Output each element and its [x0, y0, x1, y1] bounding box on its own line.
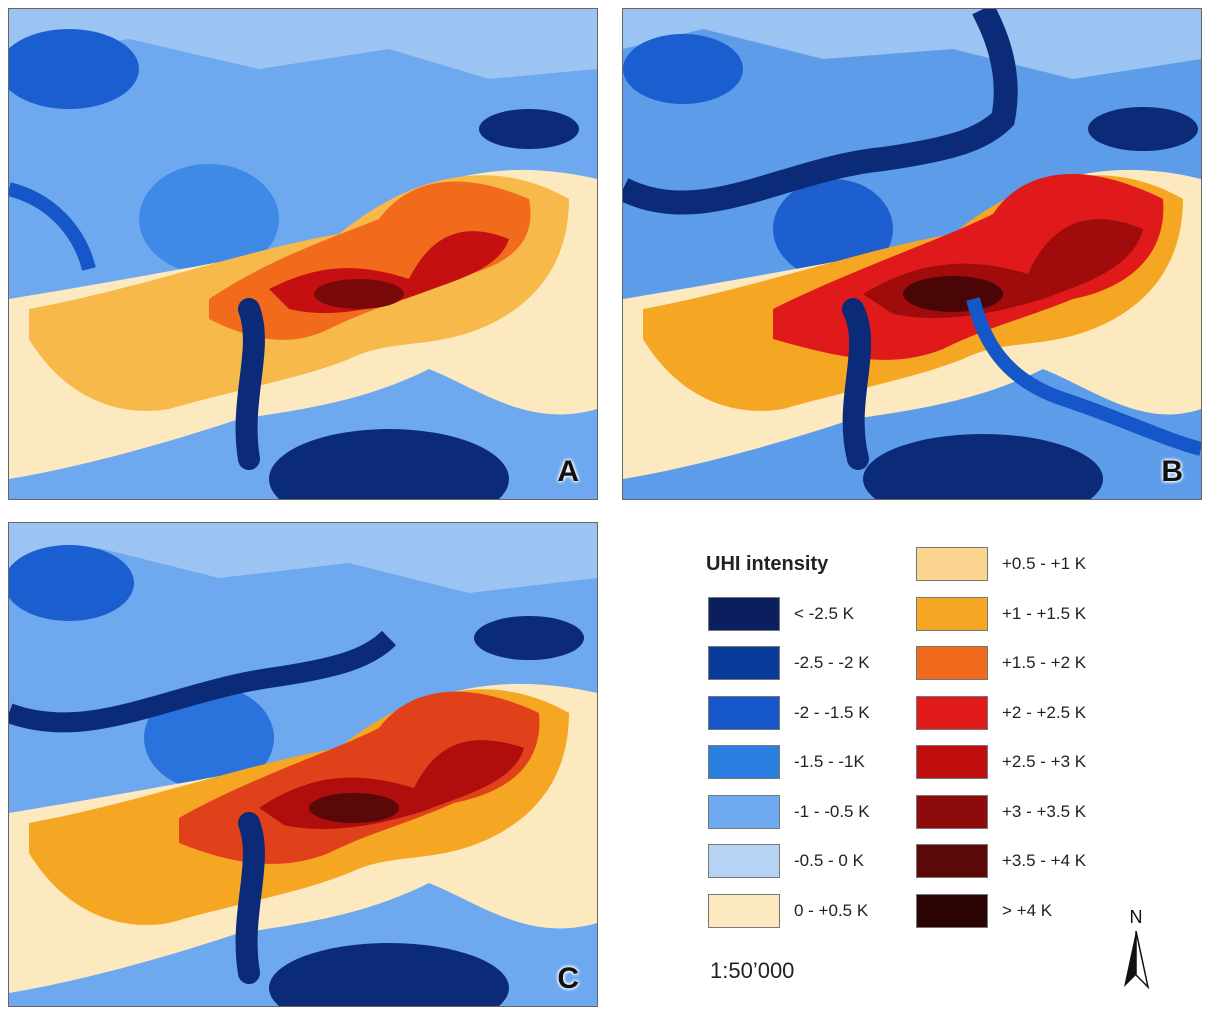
- legend-label: < -2.5 K: [794, 603, 855, 623]
- panel-letter-c: C: [557, 962, 579, 995]
- legend-swatch: [708, 745, 780, 779]
- legend-swatch: [916, 547, 988, 581]
- legend-label: +0.5 - +1 K: [1002, 554, 1087, 573]
- map-panel-c: C: [8, 522, 598, 1007]
- legend-label: -2 - -1.5 K: [794, 702, 870, 722]
- legend-label: -1.5 - -1K: [794, 752, 865, 771]
- scale-label: 1:50’000: [710, 958, 795, 983]
- north-label: N: [1130, 907, 1143, 927]
- legend-label: +3.5 - +4 K: [1002, 851, 1087, 870]
- legend-swatch: [916, 646, 988, 680]
- legend-label: > +4 K: [1002, 900, 1053, 920]
- map-panel-b: B: [622, 8, 1202, 500]
- legend-label: 0 - +0.5 K: [794, 900, 869, 920]
- legend-swatch: [708, 893, 780, 928]
- legend-swatch: [916, 893, 988, 928]
- legend-label: -2.5 - -2 K: [794, 653, 870, 672]
- legend-title: UHI intensity: [706, 553, 829, 575]
- north-arrow-left: [1124, 931, 1136, 987]
- legend-swatch: [708, 794, 780, 829]
- uhi-map-c: [9, 523, 597, 1006]
- legend-label: +1.5 - +2 K: [1002, 653, 1087, 672]
- legend-swatch: [708, 695, 780, 730]
- panel-letter-a: A: [557, 455, 579, 488]
- legend-label: +3 - +3.5 K: [1002, 801, 1087, 821]
- panel-letter-b: B: [1161, 455, 1183, 488]
- legend-swatch: [916, 745, 988, 779]
- legend-label: +2.5 - +3 K: [1002, 752, 1087, 771]
- map-panel-a: A: [8, 8, 598, 500]
- uhi-map-a: [9, 9, 597, 499]
- legend-label: +2 - +2.5 K: [1002, 702, 1087, 722]
- legend-swatch: [916, 596, 988, 631]
- legend-swatch: [708, 646, 780, 680]
- legend-label: -1 - -0.5 K: [794, 801, 870, 821]
- legend-swatch: [708, 596, 780, 631]
- legend-swatch: [916, 695, 988, 730]
- north-arrow-icon: N: [1124, 907, 1150, 990]
- legend-swatch: [916, 794, 988, 829]
- legend-label: +1 - +1.5 K: [1002, 603, 1087, 623]
- north-arrow-right: [1135, 930, 1150, 990]
- uhi-map-b: [623, 9, 1201, 499]
- legend-swatch: [916, 844, 988, 878]
- legend-label: -0.5 - 0 K: [794, 851, 864, 870]
- legend-swatch: [708, 844, 780, 878]
